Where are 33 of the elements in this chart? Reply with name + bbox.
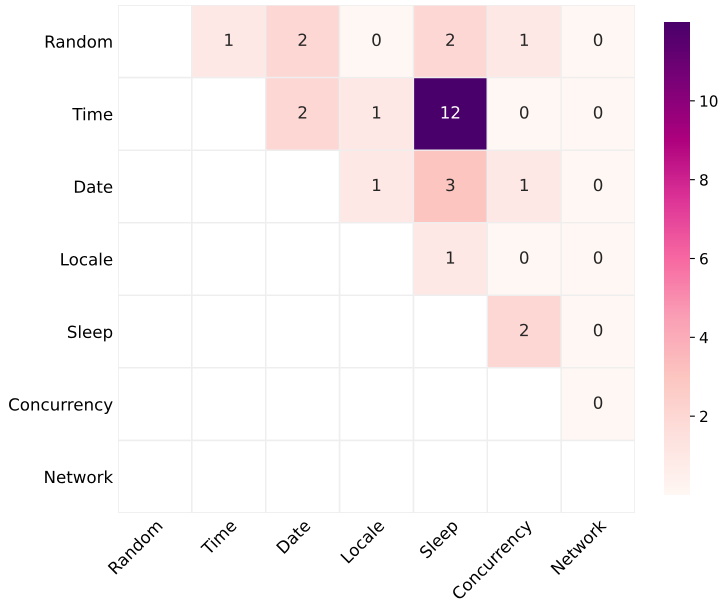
data-label: 1: [520, 34, 528, 46]
data-label: 0: [594, 324, 602, 336]
y-tick-label: Concurrency: [9, 398, 113, 414]
data-label: 1: [225, 34, 233, 46]
y-tick-label: Network: [45, 470, 114, 484]
y-tick-label: Time: [72, 108, 112, 120]
data-label: 1: [446, 251, 454, 264]
y-tick-label: Locale: [61, 252, 112, 266]
data-label: 2: [520, 324, 528, 336]
data-label: 2: [298, 106, 306, 118]
color-bar-label: 10: [700, 95, 718, 107]
data-label: 3: [446, 178, 454, 192]
data-label: 0: [520, 251, 528, 264]
y-tick-label: Sleep: [68, 325, 112, 342]
data-label: 2: [298, 34, 306, 46]
data-label: 0: [594, 106, 602, 119]
data-label: 0: [594, 251, 602, 264]
data-label: 12: [442, 106, 460, 118]
data-label: 0: [594, 396, 602, 409]
data-label: 0: [594, 34, 602, 46]
data-label: 0: [520, 106, 528, 119]
y-tick-label: Date: [74, 180, 112, 193]
data-label: 1: [373, 106, 380, 118]
color-bar-label: 6: [700, 252, 708, 265]
data-label: 1: [373, 178, 380, 192]
data-label: 2: [446, 34, 454, 46]
data-label: 1: [520, 178, 528, 192]
data-label: 0: [372, 34, 381, 46]
color-bar-label: 2: [700, 410, 708, 422]
data-label: 0: [594, 178, 602, 192]
color-bar-label: 4: [700, 332, 708, 344]
color-bar-label: 8: [700, 174, 708, 186]
y-tick-label: Random: [46, 34, 112, 48]
